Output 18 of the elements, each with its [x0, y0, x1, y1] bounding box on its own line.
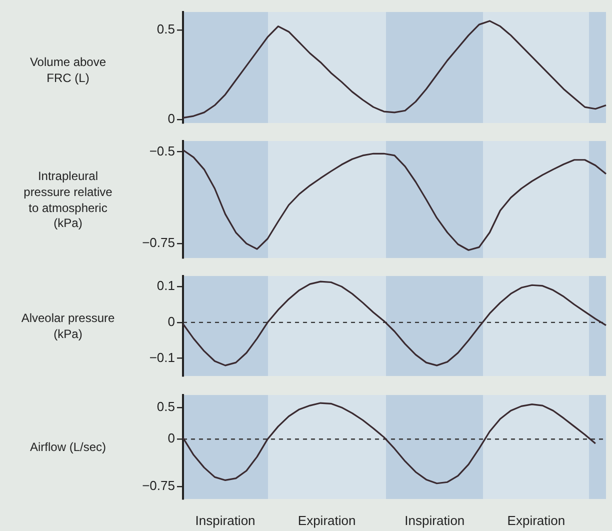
text: Inspiration — [404, 513, 465, 528]
y-tick-label: 0 — [168, 111, 175, 126]
y-tick-label: −0.75 — [142, 478, 175, 494]
text: Expiration — [298, 513, 356, 528]
y-tick-label: −0.1 — [149, 350, 175, 365]
y-tick-label: 0.5 — [156, 399, 175, 414]
y-tick-label: 0 — [168, 314, 175, 329]
text: Inspiration — [195, 513, 256, 528]
y-tick-label: 0 — [168, 430, 175, 446]
y-tick-label: −0.75 — [142, 235, 175, 250]
y-tick-label: −0.5 — [149, 143, 175, 158]
y-axis-title: Volume above FRC (L) — [28, 54, 108, 86]
y-axis-title: Alveolar pressure (kPa) — [20, 310, 116, 342]
y-tick-label: 0.5 — [156, 22, 175, 37]
y-tick-label: 0.1 — [156, 278, 175, 294]
y-axis-title: Intrapleural pressure relative to atmospheric (kPa) — [22, 168, 114, 232]
y-axis-title: Airflow (L/sec) — [28, 438, 107, 456]
text: Expiration — [507, 513, 566, 528]
